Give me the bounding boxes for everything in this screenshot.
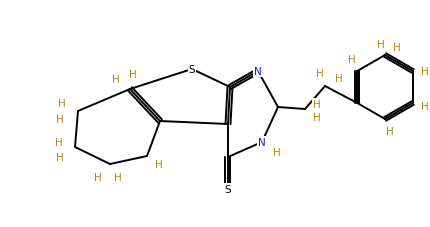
Text: H: H: [155, 159, 163, 169]
Text: H: H: [129, 70, 137, 80]
Text: H: H: [347, 55, 355, 65]
Text: H: H: [392, 43, 400, 53]
Text: H: H: [420, 101, 427, 111]
Text: H: H: [376, 40, 384, 50]
Text: H: H: [315, 69, 323, 79]
Text: H: H: [273, 147, 280, 157]
Text: H: H: [112, 75, 120, 85]
Text: H: H: [94, 172, 101, 182]
Text: H: H: [313, 100, 320, 109]
Text: H: H: [56, 152, 64, 162]
Text: S: S: [224, 184, 231, 194]
Text: H: H: [385, 126, 393, 136]
Text: H: H: [58, 99, 66, 109]
Text: S: S: [188, 65, 195, 75]
Text: H: H: [420, 67, 427, 77]
Text: H: H: [335, 74, 342, 84]
Text: H: H: [55, 137, 63, 147]
Text: N: N: [254, 67, 261, 77]
Text: H: H: [56, 114, 64, 124]
Text: H: H: [114, 172, 122, 182]
Text: N: N: [258, 137, 265, 147]
Text: H: H: [313, 113, 320, 122]
